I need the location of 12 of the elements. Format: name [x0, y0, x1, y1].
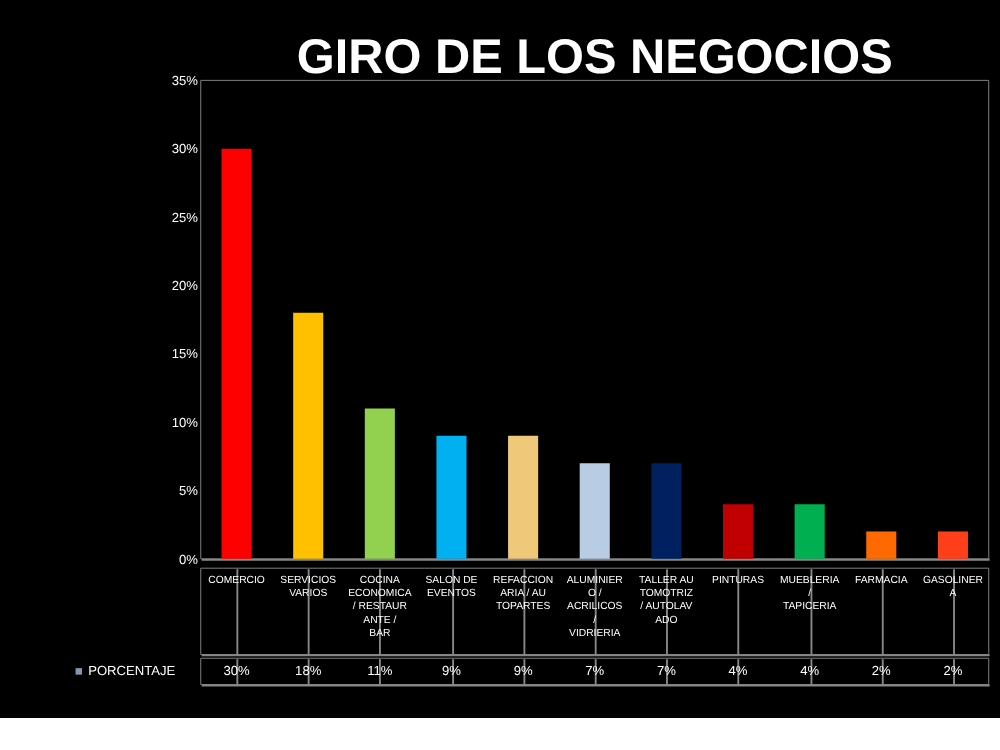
bar — [364, 408, 395, 559]
bar — [579, 463, 610, 559]
bar — [651, 463, 682, 559]
bar — [221, 148, 252, 559]
bar — [722, 504, 754, 559]
bar — [293, 312, 324, 559]
bar — [794, 504, 825, 559]
chart-title: GIRO DE LOS NEGOCIOS — [296, 30, 893, 85]
bar — [866, 531, 897, 559]
bar — [436, 435, 467, 559]
bar — [937, 531, 968, 559]
bar — [508, 435, 539, 559]
